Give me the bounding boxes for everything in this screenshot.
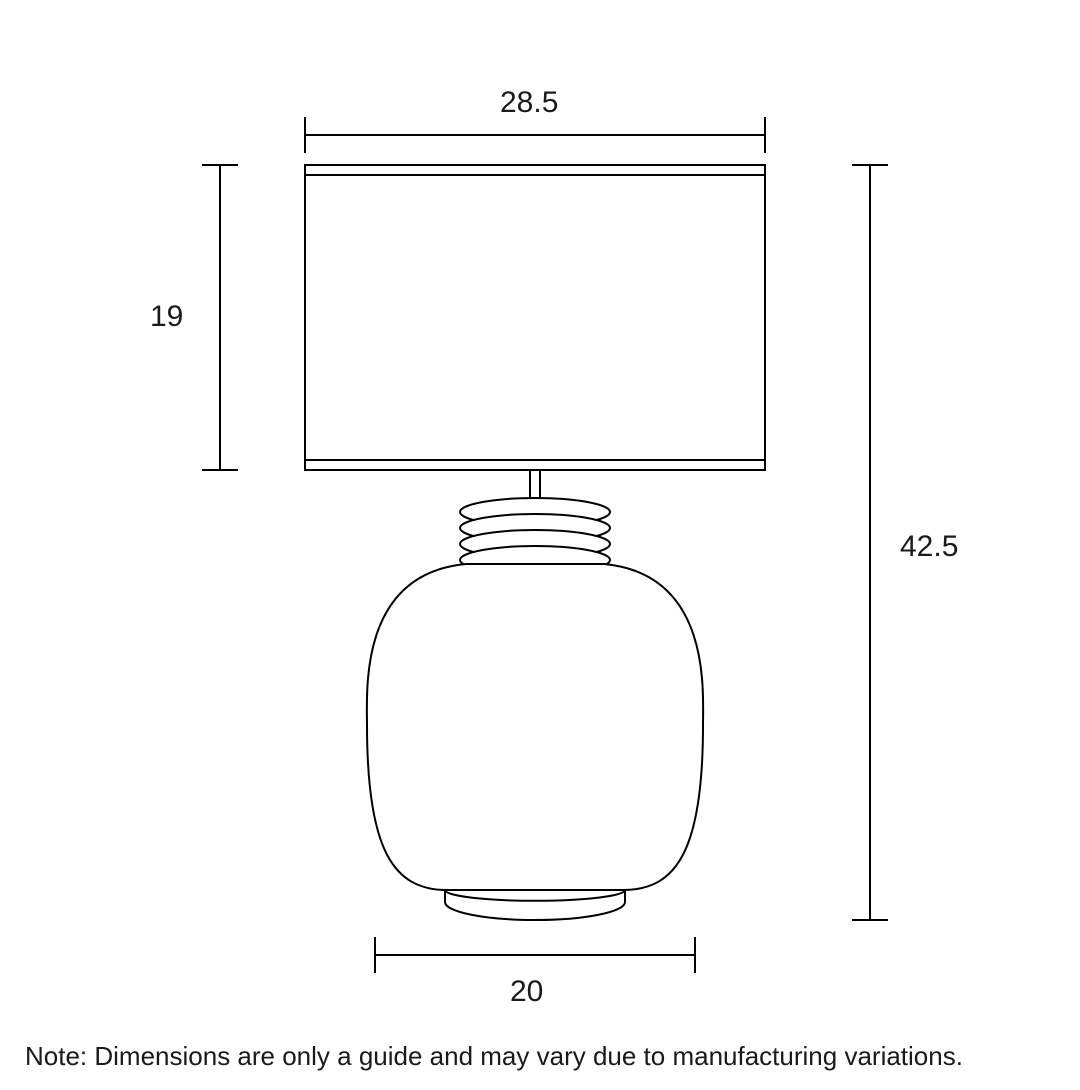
dim-label-bottom: 20 [510,975,543,1009]
dim-label-left: 19 [150,300,183,334]
dim-label-top: 28.5 [500,86,558,120]
dimension-diagram: 28.5 19 42.5 20 Note: Dimensions are onl… [0,0,1080,1090]
footnote-text: Note: Dimensions are only a guide and ma… [25,1041,963,1072]
dim-label-right: 42.5 [900,530,958,564]
